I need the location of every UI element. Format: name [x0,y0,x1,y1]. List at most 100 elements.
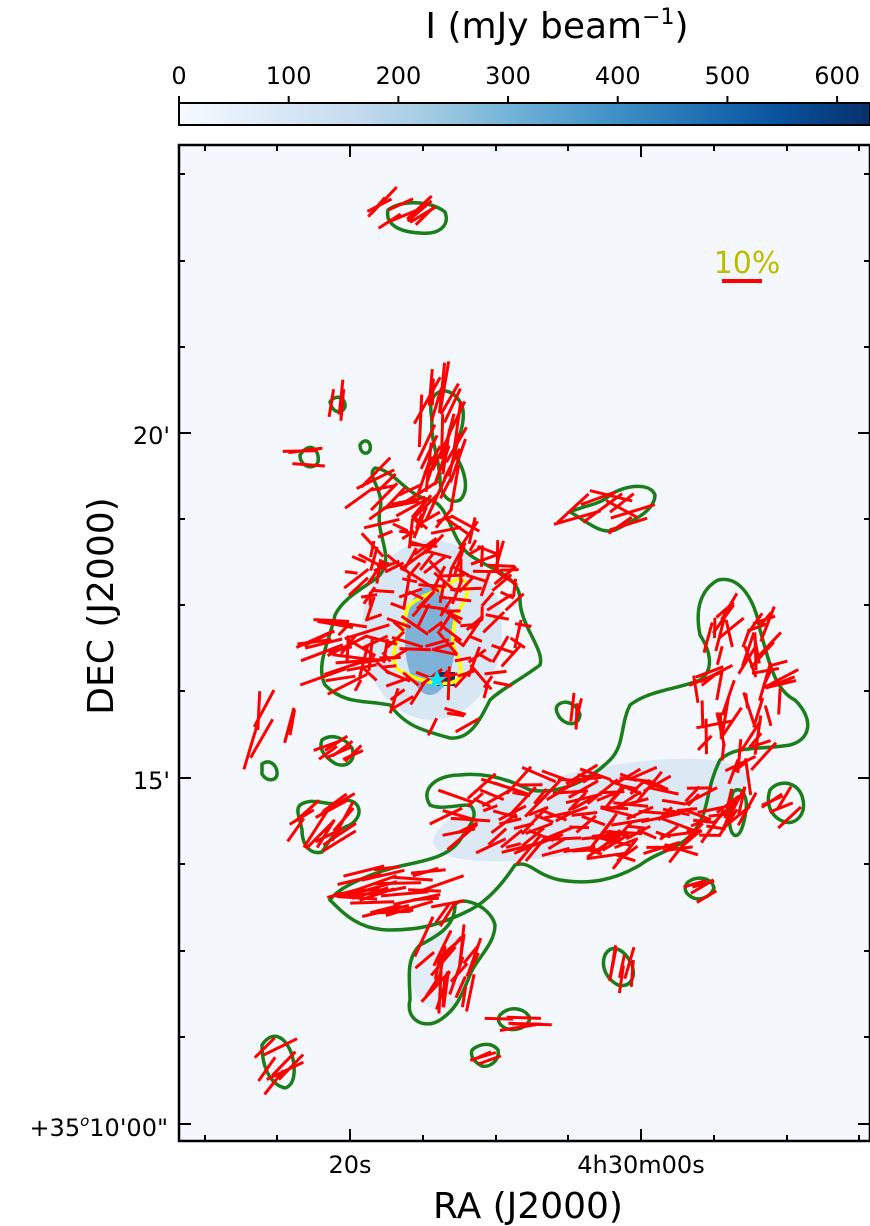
polarization-vector [574,698,583,723]
polarization-vector [536,778,562,805]
polarization-vector [567,779,599,799]
polarization-vector [412,493,439,520]
scale-bar-label: 10% [714,246,781,281]
polarization-vector [335,658,379,665]
polarization-vector [702,622,714,654]
polarization-vector [761,792,783,809]
polarization-vector [741,631,756,667]
polarization-vector [428,559,443,575]
polarization-vector [737,646,757,675]
contour-w1 [319,735,355,767]
polarization-vector [556,492,590,524]
polarization-vector [437,938,462,960]
polarization-vector [377,212,402,230]
polarization-vector [628,824,646,830]
polarization-vector [491,643,516,655]
polarization-vector [383,486,407,510]
polarization-vector [322,822,357,847]
polarization-vector [444,426,468,464]
polarization-vector [423,554,448,575]
polarization-vector [520,826,545,848]
polarization-vector [478,653,493,663]
polarization-vector [469,1051,497,1062]
polarization-vector [492,809,518,819]
polarization-vector [499,817,522,826]
polarization-vector [491,573,513,592]
source-marker [427,670,447,688]
polarization-vector [569,825,590,830]
polarization-vector [350,900,395,905]
polarization-vector [366,197,393,213]
polarization-vector [477,1054,502,1066]
polarization-vector [750,739,772,749]
polarization-vector [266,1060,305,1081]
polarization-vector [696,719,734,730]
polarization-vector [468,544,485,556]
polarization-vector [369,482,399,512]
colorbar-tick-label: 0 [171,62,186,90]
polarization-vector [718,616,745,639]
polarization-vector [426,717,439,737]
polarization-vector [586,835,619,859]
polarization-vector [467,646,481,678]
colorbar: I (mJy beam−1) 0 100 200 300 400 500 600 [171,5,870,126]
polarization-vector [351,555,367,564]
colorbar-tick-label: 100 [266,62,312,90]
polarization-vector [726,786,747,820]
polarization-vector [344,570,358,575]
contour-n1 [385,201,448,235]
polarization-vector [723,788,734,819]
polarization-vector [322,792,348,813]
polarization-vector [430,525,462,535]
polarization-vector [365,596,376,621]
polarization-vector [446,568,453,583]
polarization-vector [406,199,433,223]
polarization-vector [410,868,446,875]
polarization-vector [395,497,429,518]
polarization-vector [434,507,454,529]
polarization-vector [769,659,788,668]
polarization-vector [484,1016,514,1021]
polarization-vector [450,612,464,621]
polarization-vector [543,825,574,841]
y-tick-label-15: 15' [133,767,170,795]
polarization-vector [724,755,757,773]
polarization-vector [499,568,519,572]
emission-filament [433,758,747,862]
polarization-vector [655,830,671,839]
polarization-vector [449,464,461,512]
polarization-vector [586,851,627,861]
polarization-vector [409,205,437,224]
polarization-vector [288,808,315,826]
polarization-vector [487,827,508,846]
polarization-vector [470,552,501,566]
polarization-vector [418,874,465,893]
polarization-vector [752,697,765,728]
polarization-vector [482,804,498,813]
polarization-vector [327,388,336,418]
polarization-vector [427,620,444,634]
polarization-vector [299,667,347,687]
polarization-vector [327,672,368,696]
polarization-vector [520,807,548,836]
polarization-vector [748,732,763,749]
polarization-vector [419,604,445,611]
polarization-vector [438,362,447,414]
polarization-vector [317,619,354,629]
polarization-vector [363,517,400,530]
polarization-vector [676,807,698,813]
polarization-vector [447,400,467,436]
polarization-vector [446,666,451,701]
polarization-vector [390,601,405,610]
polarization-vector [385,669,411,683]
polarization-vector [450,578,464,605]
polarization-vector [453,546,466,576]
polarization-vector [749,641,775,669]
polarization-vector [715,712,726,747]
polarization-vector [347,576,369,597]
polarization-vector [326,619,368,629]
polarization-vector [386,617,412,629]
polarization-vector [414,951,436,970]
colorbar-tick-label: 400 [595,62,641,90]
polarization-vector [720,592,739,621]
